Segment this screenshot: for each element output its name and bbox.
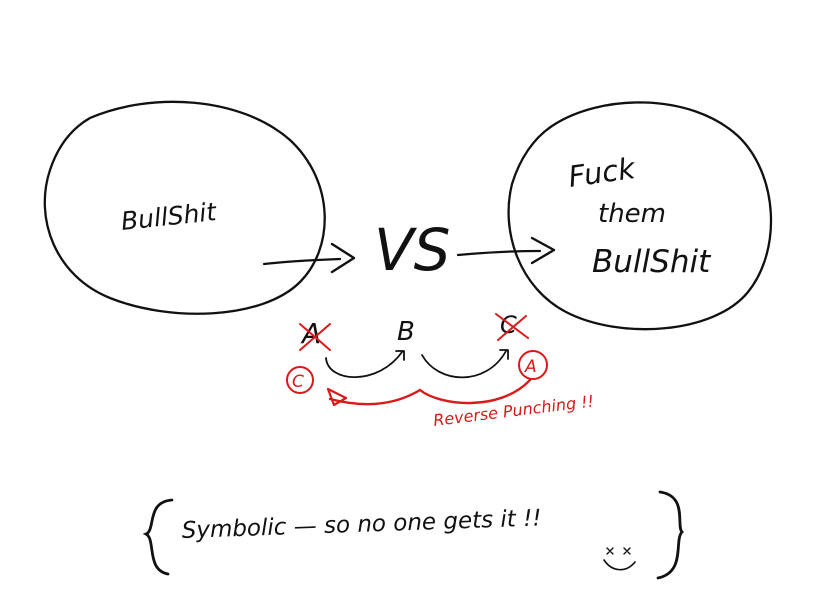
smiley-eyes — [606, 547, 631, 555]
cycle-node-c-circled: C — [292, 372, 304, 392]
cycle-node-b-top: B — [397, 317, 415, 347]
cycle-node-c-top: C — [500, 311, 517, 339]
reverse-arrow-head — [326, 387, 348, 407]
left-bubble-label: BullShit — [120, 197, 219, 236]
cycle-node-a-circled: A — [524, 357, 537, 377]
curve-arrow-left-head — [395, 350, 405, 361]
strike-a-top — [299, 323, 331, 351]
reverse-punching-label: Reverse Punching !! — [432, 391, 595, 430]
right-bubble-line3: BullShit — [592, 244, 712, 280]
strike-c-top — [495, 313, 529, 341]
curve-arrow-right-head — [499, 349, 509, 360]
left-brace — [142, 498, 174, 576]
footer-caption: Symbolic — so no one gets it !! — [181, 505, 542, 544]
right-arrow-head — [530, 236, 556, 265]
left-bubble-circle — [43, 100, 326, 315]
left-arrow-line — [262, 257, 342, 266]
left-arrow-head — [330, 242, 356, 274]
right-brace — [656, 490, 684, 580]
reverse-arrow-curve — [328, 378, 532, 406]
right-bubble-line1: Fuck — [566, 151, 638, 194]
curve-arrow-right — [421, 350, 507, 379]
vs-label: VS — [374, 216, 451, 284]
right-arrow-line — [456, 249, 542, 257]
right-bubble-line2: them — [598, 199, 666, 229]
curve-arrow-left — [325, 351, 403, 378]
smiley-mouth — [603, 559, 636, 571]
right-bubble-circle — [507, 101, 773, 331]
red-circle-a — [518, 350, 548, 380]
red-circle-c — [286, 366, 314, 394]
